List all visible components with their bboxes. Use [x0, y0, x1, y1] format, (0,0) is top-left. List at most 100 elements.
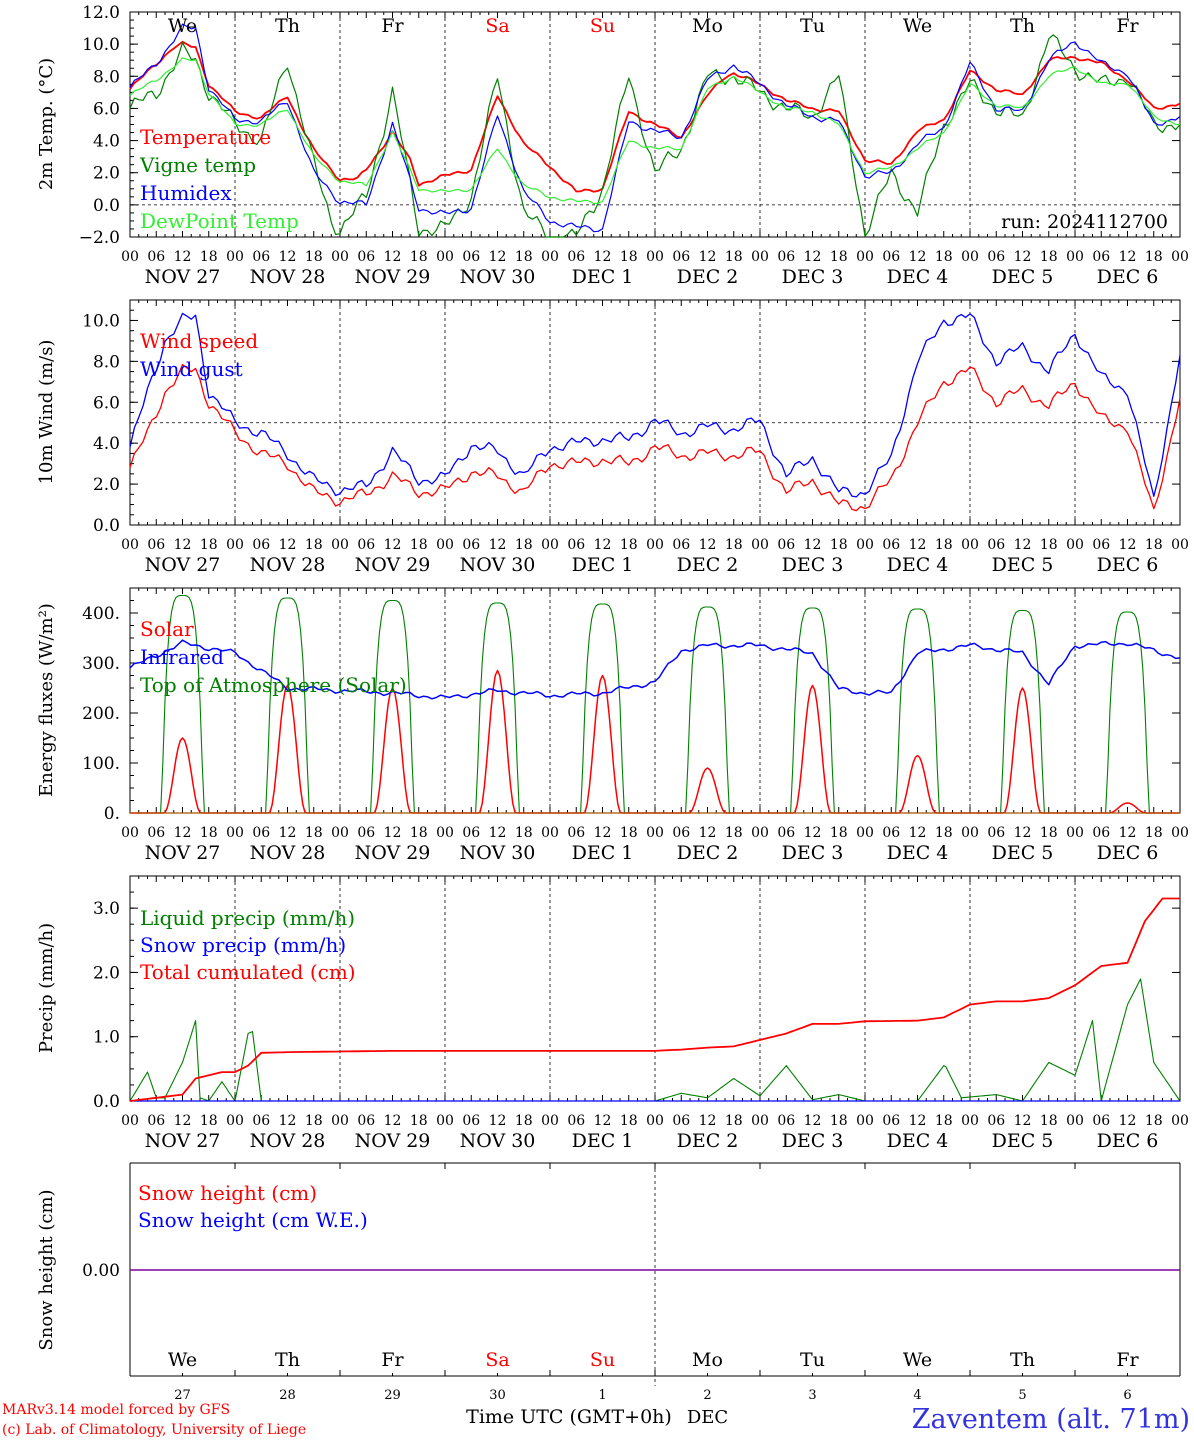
- hour-tick-label: 12: [594, 537, 612, 553]
- hour-tick-label: 06: [672, 825, 690, 841]
- hour-tick-label: 06: [252, 825, 270, 841]
- hour-tick-label: 12: [1014, 537, 1032, 553]
- hour-tick-label: 18: [1040, 249, 1058, 265]
- hour-tick-label: 06: [1092, 1113, 1110, 1129]
- y-tick-label: 400.: [82, 604, 120, 624]
- hour-tick-label: 06: [882, 1113, 900, 1129]
- hour-tick-label: 06: [1092, 537, 1110, 553]
- hour-tick-label: 00: [646, 825, 664, 841]
- day-number-label: 1: [598, 1388, 606, 1403]
- hour-tick-label: 18: [725, 537, 743, 553]
- y-tick-label: 1.0: [93, 1028, 120, 1048]
- weekday-label: Th: [275, 1349, 300, 1371]
- legend-entry: Solar: [140, 617, 194, 641]
- hour-tick-label: 06: [567, 537, 585, 553]
- hour-tick-label: 00: [226, 1113, 244, 1129]
- date-label: DEC 4: [887, 1130, 949, 1152]
- hour-tick-label: 00: [436, 249, 454, 265]
- hour-tick-label: 00: [121, 1113, 139, 1129]
- date-label: DEC 1: [572, 1130, 634, 1152]
- date-label: NOV 28: [250, 554, 326, 576]
- y-tick-label: 3.0: [93, 899, 120, 919]
- hour-tick-label: 06: [777, 825, 795, 841]
- hour-tick-label: 18: [200, 537, 218, 553]
- hour-tick-label: 00: [436, 825, 454, 841]
- y-tick-label: 300.: [82, 654, 120, 674]
- y-axis-label: 2m Temp. (°C): [36, 58, 57, 190]
- day-number-label: 27: [174, 1388, 191, 1403]
- hour-tick-label: 18: [1040, 825, 1058, 841]
- date-label: DEC 1: [572, 554, 634, 576]
- hour-tick-label: 06: [567, 249, 585, 265]
- y-tick-label: 2.0: [93, 963, 120, 983]
- hour-tick-label: 18: [1040, 537, 1058, 553]
- hour-tick-label: 06: [567, 825, 585, 841]
- hour-tick-label: 18: [1145, 537, 1163, 553]
- weekday-label: Sa: [485, 1349, 509, 1371]
- hour-tick-label: 06: [462, 249, 480, 265]
- hour-tick-label: 18: [725, 825, 743, 841]
- weekday-label: Fr: [381, 15, 404, 37]
- hour-tick-label: 12: [594, 825, 612, 841]
- y-tick-label: 10.0: [82, 311, 120, 331]
- date-label: DEC 2: [677, 1130, 739, 1152]
- weekday-label: Tu: [800, 15, 825, 37]
- y-tick-label: 200.: [82, 704, 120, 724]
- hour-tick-label: 12: [279, 1113, 297, 1129]
- hour-tick-label: 06: [357, 537, 375, 553]
- hour-tick-label: 18: [620, 825, 638, 841]
- hour-tick-label: 18: [935, 249, 953, 265]
- hour-tick-label: 12: [594, 1113, 612, 1129]
- hour-tick-label: 06: [147, 825, 165, 841]
- legend-entry: Liquid precip (mm/h): [140, 906, 355, 930]
- hour-tick-label: 00: [226, 249, 244, 265]
- date-label: DEC 1: [572, 842, 634, 864]
- hour-tick-label: 18: [725, 249, 743, 265]
- hour-tick-label: 00: [541, 825, 559, 841]
- date-label: NOV 28: [250, 266, 326, 288]
- date-label: DEC 3: [782, 1130, 844, 1152]
- hour-tick-label: 06: [252, 249, 270, 265]
- hour-tick-label: 00: [1171, 825, 1189, 841]
- plot-frame: [129, 299, 1181, 526]
- date-label: NOV 27: [145, 1130, 221, 1152]
- legend-entry: Top of Atmosphere (Solar): [140, 673, 407, 697]
- date-label: NOV 29: [355, 842, 431, 864]
- hour-tick-label: 00: [1066, 1113, 1084, 1129]
- date-label: DEC 3: [782, 266, 844, 288]
- day-number-label: 2: [703, 1388, 711, 1403]
- hour-tick-label: 18: [725, 1113, 743, 1129]
- hour-tick-label: 18: [305, 1113, 323, 1129]
- weekday-label: Fr: [381, 1349, 404, 1371]
- legend-entry: Wind speed: [140, 329, 258, 353]
- hour-tick-label: 00: [856, 1113, 874, 1129]
- credit-line: MARv3.14 model forced by GFS: [2, 1402, 230, 1418]
- y-axis-label: Energy fluxes (W/m²): [36, 603, 57, 797]
- hour-tick-label: 12: [1119, 1113, 1137, 1129]
- date-label: DEC 3: [782, 842, 844, 864]
- hour-tick-label: 18: [1145, 825, 1163, 841]
- legend-entry: Snow height (cm): [138, 1181, 317, 1205]
- hour-tick-label: 06: [567, 1113, 585, 1129]
- hour-tick-label: 06: [147, 537, 165, 553]
- hour-tick-label: 12: [384, 825, 402, 841]
- hour-tick-label: 00: [1171, 1113, 1189, 1129]
- weekday-label: We: [168, 1349, 197, 1371]
- hour-tick-label: 00: [856, 537, 874, 553]
- hour-tick-label: 00: [331, 825, 349, 841]
- date-label: DEC 2: [677, 554, 739, 576]
- date-label: DEC 2: [677, 842, 739, 864]
- hour-tick-label: 12: [804, 1113, 822, 1129]
- hour-tick-label: 18: [935, 1113, 953, 1129]
- y-tick-label: 8.0: [93, 67, 120, 87]
- hour-tick-label: 18: [620, 1113, 638, 1129]
- hour-tick-label: 00: [751, 1113, 769, 1129]
- hour-tick-label: 06: [672, 537, 690, 553]
- hour-tick-label: 06: [987, 537, 1005, 553]
- hour-tick-label: 00: [331, 1113, 349, 1129]
- hour-tick-label: 06: [987, 249, 1005, 265]
- hour-tick-label: 12: [174, 825, 192, 841]
- hour-tick-label: 00: [751, 249, 769, 265]
- weekday-label: Sa: [485, 15, 509, 37]
